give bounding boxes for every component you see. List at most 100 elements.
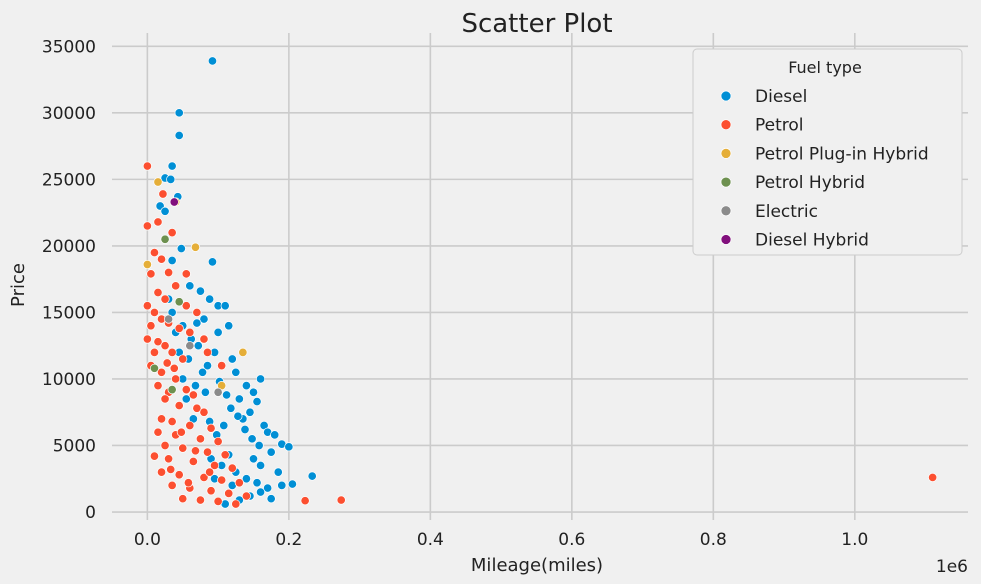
- data-point: [300, 496, 310, 506]
- data-point: [167, 416, 177, 427]
- data-point: [181, 394, 191, 404]
- data-point: [192, 403, 202, 413]
- legend-label: Petrol Hybrid: [755, 173, 865, 193]
- series-petrol: [142, 161, 938, 509]
- data-point: [153, 217, 163, 227]
- data-point: [200, 387, 210, 397]
- data-point: [202, 361, 213, 371]
- legend-marker: [720, 119, 732, 131]
- data-point: [266, 494, 276, 504]
- data-point: [245, 407, 255, 417]
- y-axis-ticks: 0 5000 10000 15000 20000 25000 30000 35000: [42, 37, 96, 523]
- data-point: [266, 447, 276, 457]
- data-point: [156, 467, 167, 477]
- data-point: [220, 301, 230, 311]
- data-point: [195, 434, 205, 444]
- data-point: [287, 479, 297, 489]
- data-point: [149, 363, 159, 373]
- x-tick-label: 0.4: [417, 530, 444, 550]
- data-point: [241, 474, 251, 484]
- data-point: [190, 242, 201, 252]
- data-point: [192, 307, 202, 317]
- y-tick-label: 20000: [42, 237, 96, 257]
- data-point: [160, 394, 170, 404]
- data-point: [171, 281, 181, 291]
- series-diesel: [155, 56, 317, 509]
- data-point: [153, 177, 163, 187]
- data-point: [160, 294, 170, 304]
- data-point: [149, 307, 159, 317]
- data-point: [213, 327, 223, 337]
- data-point: [142, 221, 152, 231]
- data-point: [174, 470, 184, 480]
- data-point: [174, 323, 184, 333]
- data-point: [224, 321, 234, 331]
- data-point: [213, 387, 223, 397]
- data-point: [190, 446, 201, 456]
- series-electric: [164, 314, 223, 397]
- data-point: [167, 228, 177, 238]
- data-point: [153, 381, 163, 391]
- data-point: [224, 488, 234, 498]
- data-point: [158, 189, 168, 199]
- chart-title: Scatter Plot: [461, 9, 612, 39]
- legend-marker: [720, 176, 732, 188]
- x-tick-label: 0.8: [700, 530, 727, 550]
- data-point: [240, 424, 250, 435]
- data-point: [185, 420, 195, 431]
- y-tick-label: 25000: [42, 170, 96, 190]
- legend-label: Petrol Plug-in Hybrid: [755, 144, 929, 164]
- data-point: [256, 487, 266, 497]
- data-point: [166, 174, 176, 184]
- legend-marker: [720, 148, 732, 159]
- y-tick-label: 0: [85, 503, 96, 523]
- data-point: [248, 454, 259, 464]
- data-point: [263, 483, 273, 493]
- data-point: [241, 381, 251, 391]
- data-point: [142, 334, 152, 344]
- data-point: [167, 255, 177, 266]
- series-diesel-hybrid: [169, 197, 179, 207]
- data-point: [207, 56, 218, 66]
- data-point: [277, 480, 287, 490]
- x-axis-ticks: 0.0 0.2 0.4 0.6 0.8 1.0: [134, 530, 868, 550]
- data-point: [231, 499, 241, 509]
- data-point: [199, 334, 209, 344]
- data-point: [195, 286, 205, 296]
- data-point: [178, 354, 188, 364]
- data-point: [153, 427, 163, 437]
- data-point: [336, 495, 346, 505]
- data-point: [205, 294, 215, 304]
- data-point: [252, 478, 262, 488]
- data-point: [174, 130, 184, 141]
- data-point: [160, 234, 170, 244]
- data-point: [153, 337, 163, 347]
- data-point: [217, 475, 227, 485]
- data-point: [202, 347, 213, 357]
- data-point: [227, 354, 237, 364]
- data-point: [174, 108, 184, 118]
- data-point: [252, 397, 262, 407]
- data-point: [233, 411, 243, 421]
- data-point: [181, 301, 191, 311]
- data-point: [160, 341, 170, 351]
- data-point: [188, 456, 198, 467]
- data-point: [164, 314, 174, 324]
- data-point: [185, 327, 195, 337]
- x-axis-offset-text: 1e6: [936, 557, 968, 577]
- data-point: [226, 403, 236, 413]
- data-point: [176, 244, 186, 254]
- data-point: [199, 472, 209, 482]
- data-point: [928, 472, 938, 482]
- y-tick-label: 15000: [42, 303, 96, 323]
- data-point: [149, 247, 159, 258]
- x-tick-label: 0.0: [134, 530, 161, 550]
- data-point: [146, 321, 156, 331]
- legend-label: Electric: [755, 202, 818, 222]
- data-point: [164, 454, 174, 464]
- data-point: [171, 374, 181, 384]
- legend-label: Petrol: [755, 116, 804, 136]
- y-tick-label: 5000: [53, 436, 96, 456]
- data-point: [156, 367, 167, 377]
